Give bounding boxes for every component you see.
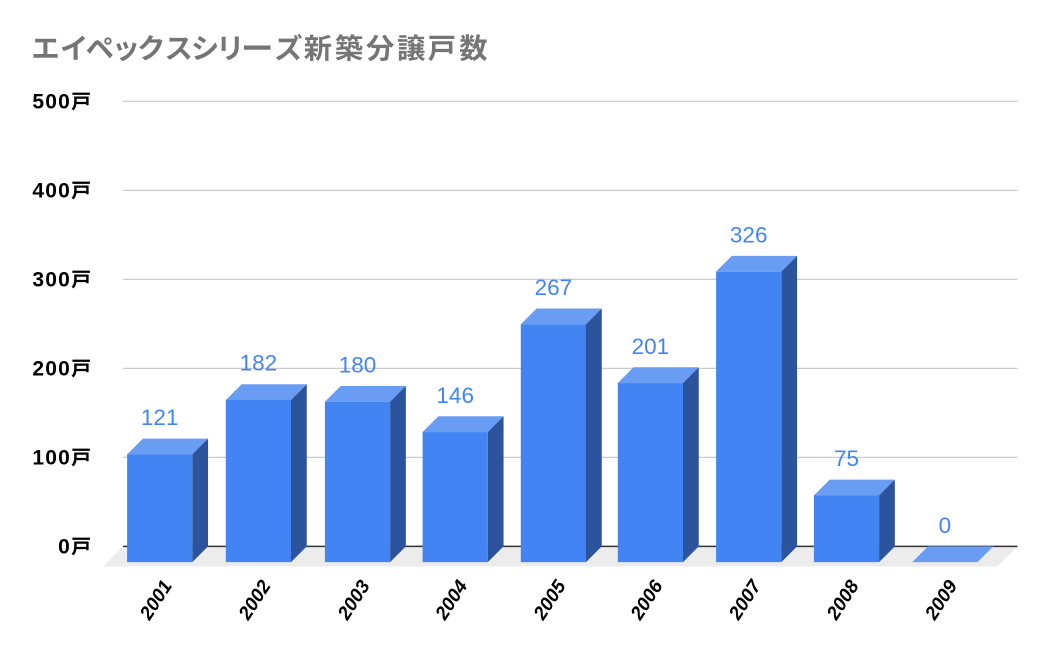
svg-text:121: 121 — [141, 405, 179, 430]
svg-text:0: 0 — [939, 513, 952, 538]
svg-text:201: 201 — [632, 334, 670, 359]
svg-text:200: 200 — [32, 358, 71, 381]
svg-text:180: 180 — [339, 353, 377, 378]
svg-text:326: 326 — [730, 222, 768, 247]
svg-text:300: 300 — [32, 269, 71, 292]
svg-text:267: 267 — [535, 275, 573, 300]
svg-text:100: 100 — [32, 447, 71, 470]
svg-text:146: 146 — [436, 383, 474, 408]
svg-text:75: 75 — [834, 446, 859, 471]
svg-text:182: 182 — [240, 351, 278, 376]
svg-text:500: 500 — [32, 91, 71, 114]
svg-text:0: 0 — [58, 536, 71, 559]
svg-text:400: 400 — [32, 180, 71, 203]
